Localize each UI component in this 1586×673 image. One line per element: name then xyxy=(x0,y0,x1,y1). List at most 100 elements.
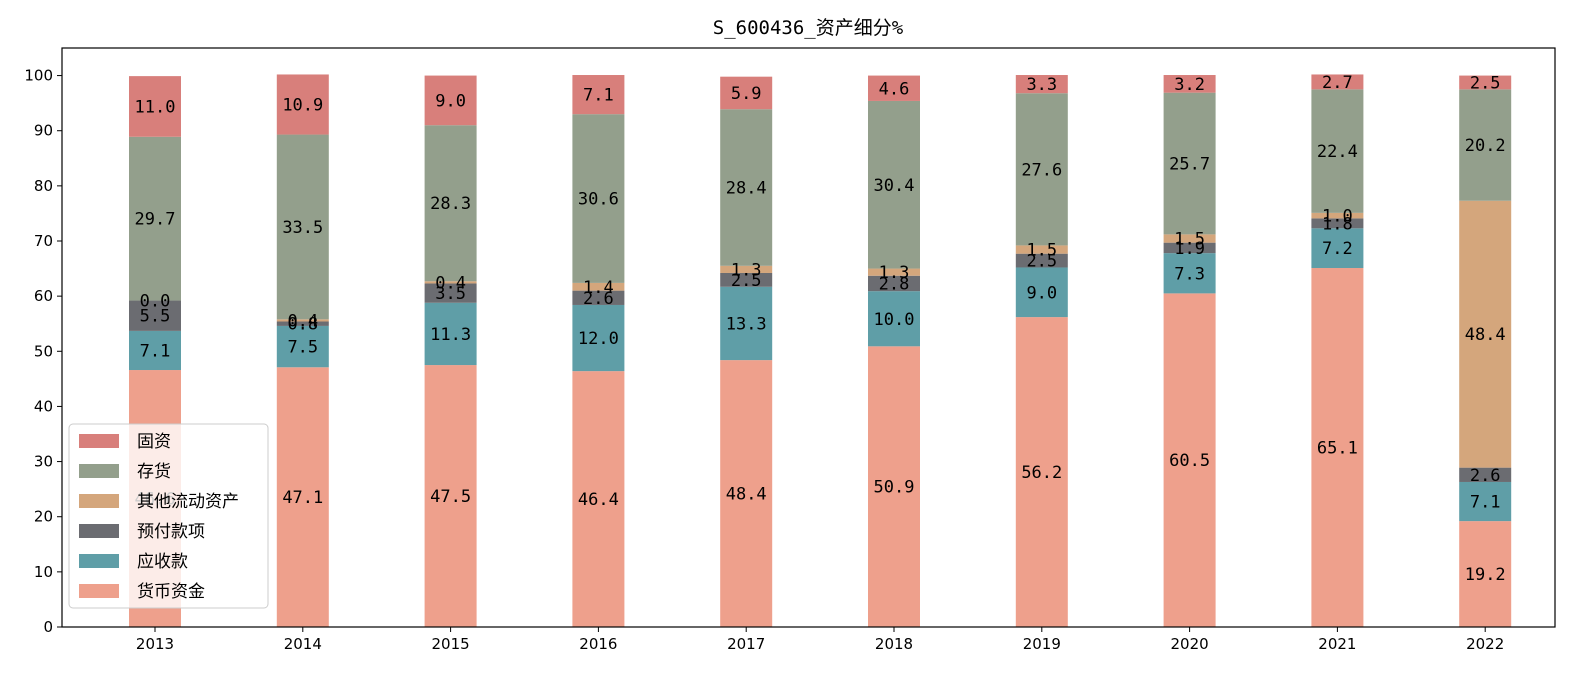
data-label: 46.4 xyxy=(578,490,619,510)
bar-segment xyxy=(868,291,920,347)
y-tick-label: 70 xyxy=(34,232,53,250)
bar-segment xyxy=(572,114,625,283)
data-label: 13.3 xyxy=(726,314,767,334)
bar-segment xyxy=(572,304,625,372)
data-label: 2.6 xyxy=(1470,466,1501,486)
bar-segment xyxy=(1163,293,1216,627)
bar-segment xyxy=(1311,74,1364,90)
bar-segment xyxy=(720,272,773,287)
data-label: 2.5 xyxy=(1470,73,1501,93)
bar-segment xyxy=(276,367,329,627)
data-label: 10.9 xyxy=(282,96,323,116)
bar-segment xyxy=(1459,481,1512,522)
data-label: 65.1 xyxy=(1317,439,1358,459)
data-label: 56.2 xyxy=(1021,463,1062,483)
bar-segment xyxy=(1311,228,1364,269)
data-label: 11.0 xyxy=(135,97,176,117)
bar-segment xyxy=(129,136,181,301)
bar-segment xyxy=(720,265,773,273)
data-label: 1.4 xyxy=(583,278,614,298)
data-label: 1.8 xyxy=(1322,214,1353,234)
data-label: 1.3 xyxy=(879,263,910,283)
legend-swatch xyxy=(79,494,119,508)
bar-segment xyxy=(1163,234,1216,243)
data-label: 0.8 xyxy=(287,315,318,335)
data-label: 9.0 xyxy=(1026,283,1057,303)
data-label: 25.7 xyxy=(1169,155,1210,175)
bar-segment xyxy=(868,346,920,627)
data-label: 2.5 xyxy=(731,271,762,291)
bar-segment xyxy=(1311,268,1364,627)
chart-title: S_600436_资产细分% xyxy=(713,17,904,39)
bar-segment xyxy=(276,319,329,322)
x-tick-label: 2018 xyxy=(875,635,913,653)
data-label: 5.5 xyxy=(140,307,171,327)
y-tick-label: 90 xyxy=(34,122,53,140)
bar-segment xyxy=(868,268,920,276)
bar-segment xyxy=(424,281,477,284)
data-label: 20.2 xyxy=(1465,136,1506,156)
legend-label: 固资 xyxy=(137,432,171,452)
data-label-group: 46.647.147.546.448.450.956.260.565.119.2… xyxy=(135,73,1506,585)
bar-segment xyxy=(424,283,477,303)
bar-segment xyxy=(276,325,329,368)
x-axis: 2013 2014 2015 2016 2017 2018 2019 2020 2021 2022 xyxy=(136,627,1504,653)
bar-segment xyxy=(129,76,181,137)
bar-segment xyxy=(720,76,773,110)
data-label: 9.0 xyxy=(435,91,466,111)
bar-segment xyxy=(1015,267,1068,318)
bar-segment xyxy=(276,134,329,320)
bar-segment xyxy=(129,300,181,331)
data-label: 3.3 xyxy=(1026,75,1057,95)
bar-segment xyxy=(1163,75,1216,93)
data-label: 47.1 xyxy=(282,488,323,508)
data-label: 60.5 xyxy=(1169,451,1210,471)
data-label: 0.0 xyxy=(140,292,171,312)
data-label: 7.2 xyxy=(1322,239,1353,259)
bar-segment xyxy=(1459,521,1512,627)
x-tick-label: 2016 xyxy=(579,635,617,653)
bar-segment xyxy=(1459,89,1512,201)
data-label: 7.1 xyxy=(583,86,614,106)
y-tick-label: 30 xyxy=(34,453,53,471)
bar-series-group xyxy=(129,74,1512,627)
bar-segment xyxy=(1015,93,1068,246)
y-tick-label: 10 xyxy=(34,563,53,581)
y-tick-label: 100 xyxy=(24,67,53,85)
data-label: 0.4 xyxy=(287,311,318,331)
bar-segment xyxy=(1015,75,1068,94)
data-label: 30.4 xyxy=(874,176,915,196)
legend-swatch xyxy=(79,434,119,448)
data-label: 3.2 xyxy=(1174,75,1205,95)
data-label: 7.1 xyxy=(1470,493,1501,513)
data-label: 28.4 xyxy=(726,179,767,199)
data-label: 2.5 xyxy=(1026,252,1057,272)
bar-segment xyxy=(1459,467,1512,482)
bar-segment xyxy=(1163,253,1216,294)
plot-frame xyxy=(61,47,1556,628)
data-label: 48.4 xyxy=(726,485,767,505)
bar-segment xyxy=(572,75,625,115)
legend-swatch xyxy=(79,584,119,598)
data-label: 2.8 xyxy=(879,274,910,294)
bar-segment xyxy=(1311,218,1364,229)
legend-label: 货币资金 xyxy=(137,582,205,602)
bar-segment xyxy=(424,302,477,366)
x-tick-label: 2013 xyxy=(136,635,174,653)
y-tick-label: 80 xyxy=(34,177,53,195)
data-label: 2.6 xyxy=(583,289,614,309)
bar-segment xyxy=(868,275,920,292)
y-tick-label: 60 xyxy=(34,287,53,305)
legend-swatch xyxy=(79,464,119,478)
bar-segment xyxy=(424,75,477,126)
bar-segment xyxy=(1163,242,1216,254)
x-tick-label: 2022 xyxy=(1466,635,1504,653)
bar-segment xyxy=(1459,75,1512,90)
x-tick-label: 2019 xyxy=(1023,635,1061,653)
data-label: 28.3 xyxy=(430,194,471,214)
bar-segment xyxy=(1311,89,1364,213)
y-tick-label: 40 xyxy=(34,397,53,415)
x-tick-label: 2021 xyxy=(1318,635,1356,653)
